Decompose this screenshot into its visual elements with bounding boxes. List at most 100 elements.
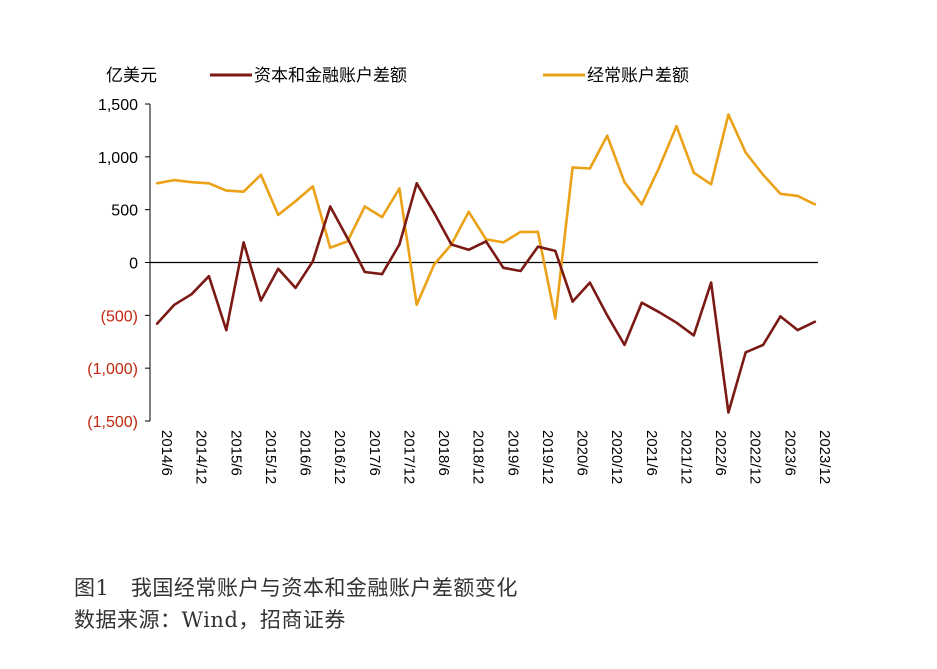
- y-unit-label: 亿美元: [106, 66, 157, 86]
- series-0-point: [640, 301, 644, 304]
- series-1-point: [779, 192, 782, 196]
- series-layer: [155, 113, 817, 414]
- y-tick-label: (500): [101, 308, 138, 325]
- series-1-point: [536, 230, 540, 234]
- legend-label-capital: 资本和金融账户差额: [254, 66, 407, 86]
- series-0-point: [675, 321, 678, 324]
- series-0-point: [813, 320, 817, 323]
- series-1-point: [502, 241, 505, 244]
- series-1-point: [744, 151, 747, 154]
- series-1-point: [623, 180, 626, 184]
- y-tick-label: 500: [111, 203, 138, 220]
- series-1-point: [380, 215, 384, 219]
- x-tick-label: 2016/6: [297, 430, 314, 476]
- series-line-1: [156, 113, 816, 320]
- series-0-point: [519, 269, 522, 273]
- x-tick-label: 2017/6: [366, 430, 383, 476]
- series-line-0: [156, 182, 816, 414]
- y-tick-label: 1,000: [98, 150, 138, 167]
- series-1-point: [571, 166, 574, 169]
- series-0-point: [588, 281, 592, 284]
- x-tick-label: 2023/6: [781, 430, 798, 476]
- series-1-point: [588, 167, 592, 170]
- series-1-point: [640, 203, 644, 206]
- x-axis: 2014/6 2014/12 2015/6 2015/12 2016/6 2016/12 2…: [150, 261, 833, 484]
- series-1-point: [398, 187, 401, 190]
- series-1-point: [813, 203, 817, 206]
- series-0-point: [155, 322, 159, 325]
- x-tick-label: 2019/12: [539, 430, 556, 484]
- x-tick-label: 2022/6: [712, 430, 729, 476]
- series-0-point: [536, 245, 540, 248]
- y-tick-label: (1,000): [87, 361, 138, 378]
- caption-source: 数据来源：Wind，招商证券: [74, 608, 346, 632]
- series-0-point: [173, 303, 176, 306]
- figure-caption: 图1 我国经常账户与资本和金融账户差额变化 数据来源：Wind，招商证券: [74, 572, 518, 636]
- x-tick-label: 2014/6: [158, 430, 175, 476]
- series-0-point: [450, 243, 453, 246]
- x-tick-label: 2022/12: [747, 430, 764, 484]
- x-tick-label: 2017/12: [400, 430, 417, 484]
- x-tick-label: 2018/6: [435, 430, 452, 476]
- series-1-point: [761, 173, 765, 176]
- series-1-point: [242, 190, 245, 193]
- series-0-point: [502, 266, 505, 269]
- y-tick-label: (1,500): [87, 414, 138, 431]
- series-1-point: [467, 210, 470, 213]
- series-0-point: [692, 334, 695, 337]
- series-0-point: [606, 314, 609, 317]
- x-tick-label: 2014/12: [193, 430, 210, 484]
- series-1-point: [796, 194, 799, 198]
- x-tick-label: 2020/6: [574, 430, 591, 476]
- series-1-point: [415, 303, 418, 306]
- series-0-point: [484, 240, 488, 243]
- series-1-point: [606, 134, 609, 137]
- x-tick-label: 2018/12: [470, 430, 487, 484]
- legend: 资本和金融账户差额 经常账户差额: [210, 66, 689, 86]
- series-0-point: [363, 270, 366, 274]
- series-0-point: [277, 267, 280, 271]
- series-0-point: [380, 272, 384, 276]
- series-1-point: [709, 183, 713, 186]
- series-1-point: [484, 238, 488, 241]
- series-0-point: [571, 300, 574, 303]
- series-1-point: [259, 173, 263, 176]
- series-1-point: [207, 182, 211, 185]
- series-0-point: [398, 243, 401, 246]
- series-0-point: [554, 249, 557, 253]
- series-0-point: [328, 205, 332, 208]
- series-0-point: [259, 299, 263, 302]
- series-0-point: [744, 351, 747, 354]
- series-0-point: [709, 281, 713, 284]
- series-0-point: [346, 236, 349, 240]
- x-tick-label: 2021/12: [677, 430, 694, 484]
- series-1-point: [328, 246, 332, 249]
- series-0-point: [242, 241, 245, 244]
- series-1-point: [277, 213, 280, 217]
- legend-label-current: 经常账户差额: [587, 66, 689, 86]
- series-0-point: [311, 260, 315, 263]
- x-tick-label: 2015/12: [262, 430, 279, 484]
- series-0-point: [207, 275, 211, 278]
- series-0-point: [727, 411, 730, 414]
- chart: 亿美元 资本和金融账户差额 经常账户差额 1,500 1,000 500 0 (500)…: [87, 66, 833, 484]
- series-1-point: [657, 166, 661, 169]
- x-tick-label: 2023/12: [816, 430, 833, 484]
- series-1-point: [311, 185, 315, 188]
- series-1-point: [692, 171, 695, 174]
- series-0-point: [796, 328, 799, 332]
- x-tick-label: 2020/12: [608, 430, 625, 484]
- series-1-point: [190, 180, 193, 184]
- series-1-point: [155, 182, 159, 185]
- series-0-point: [623, 343, 626, 347]
- series-1-point: [727, 113, 730, 116]
- x-tick-label: 2019/6: [504, 430, 521, 476]
- series-0-point: [761, 343, 765, 347]
- x-tick-label: 2021/6: [643, 430, 660, 476]
- series-0-point: [294, 286, 297, 290]
- y-tick-label: 1,500: [98, 97, 138, 114]
- y-tick-label: 0: [129, 256, 138, 273]
- series-0-point: [190, 293, 193, 296]
- series-1-point: [294, 200, 297, 203]
- series-0-point: [415, 182, 418, 185]
